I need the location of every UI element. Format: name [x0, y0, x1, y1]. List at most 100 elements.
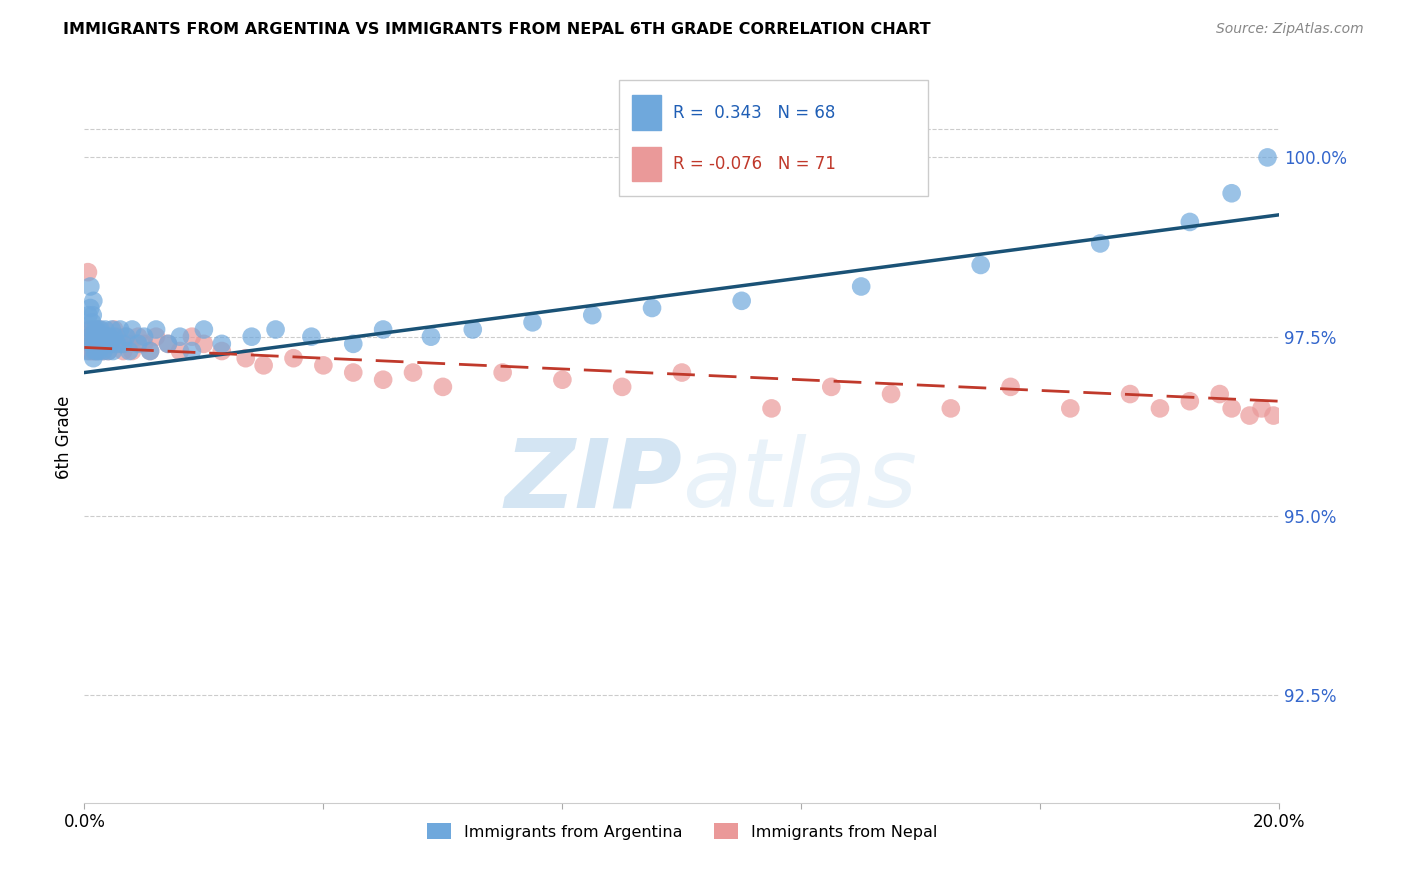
- Point: [110, 336, 132, 351]
- Point: [105, 336, 128, 351]
- Point: [612, 380, 634, 394]
- Text: ZIP: ZIP: [503, 434, 682, 527]
- Point: [82, 315, 104, 329]
- Point: [1059, 401, 1081, 416]
- Bar: [631, 95, 661, 129]
- Point: [77, 322, 100, 336]
- Point: [1178, 215, 1201, 229]
- Point: [115, 329, 138, 343]
- Point: [1149, 401, 1171, 416]
- Point: [98, 329, 121, 343]
- Point: [193, 322, 215, 336]
- Point: [820, 380, 842, 394]
- Point: [551, 373, 574, 387]
- Point: [1220, 401, 1243, 416]
- Point: [93, 344, 115, 359]
- Text: Source: ZipAtlas.com: Source: ZipAtlas.com: [1216, 22, 1364, 37]
- Point: [731, 293, 754, 308]
- Point: [76, 344, 98, 359]
- Point: [1250, 401, 1272, 416]
- Point: [80, 322, 103, 336]
- Point: [80, 329, 103, 343]
- Point: [82, 329, 104, 343]
- Point: [86, 344, 108, 359]
- Point: [145, 322, 167, 336]
- Point: [84, 336, 107, 351]
- Point: [581, 308, 603, 322]
- Point: [157, 336, 180, 351]
- Point: [86, 344, 108, 359]
- Point: [211, 344, 233, 359]
- Point: [103, 329, 125, 343]
- Point: [90, 329, 112, 343]
- Point: [83, 336, 105, 351]
- Point: [169, 329, 191, 343]
- Y-axis label: 6th Grade: 6th Grade: [55, 395, 73, 479]
- Point: [1000, 380, 1022, 394]
- Point: [1178, 394, 1201, 409]
- Point: [96, 336, 118, 351]
- Point: [91, 344, 114, 359]
- Point: [80, 344, 103, 359]
- Point: [101, 344, 124, 359]
- Point: [77, 265, 100, 279]
- Point: [82, 336, 104, 351]
- Point: [880, 387, 903, 401]
- Point: [1209, 387, 1232, 401]
- Point: [105, 329, 128, 343]
- Point: [84, 322, 107, 336]
- Point: [97, 344, 120, 359]
- Point: [90, 329, 112, 343]
- Point: [851, 279, 873, 293]
- Point: [86, 329, 108, 343]
- Point: [402, 366, 425, 380]
- Point: [84, 329, 107, 343]
- Point: [121, 344, 143, 359]
- Point: [79, 279, 101, 293]
- Point: [83, 344, 105, 359]
- Text: R = -0.076   N = 71: R = -0.076 N = 71: [673, 155, 835, 173]
- Point: [82, 351, 104, 366]
- Point: [139, 344, 162, 359]
- Point: [86, 329, 108, 343]
- Point: [342, 336, 364, 351]
- Text: R =  0.343   N = 68: R = 0.343 N = 68: [673, 103, 835, 121]
- Point: [169, 344, 191, 359]
- Point: [100, 336, 122, 351]
- Point: [89, 336, 111, 351]
- Point: [342, 366, 364, 380]
- Point: [132, 336, 156, 351]
- Point: [373, 373, 395, 387]
- Point: [101, 322, 124, 336]
- Point: [373, 322, 395, 336]
- Point: [101, 336, 124, 351]
- Point: [93, 336, 115, 351]
- Point: [157, 336, 180, 351]
- Point: [96, 329, 118, 343]
- Point: [87, 329, 110, 343]
- Point: [253, 359, 276, 373]
- Point: [97, 344, 120, 359]
- Point: [96, 336, 118, 351]
- Point: [115, 329, 138, 343]
- Point: [89, 344, 111, 359]
- Point: [1220, 186, 1243, 201]
- Point: [939, 401, 962, 416]
- Point: [240, 329, 263, 343]
- Point: [91, 336, 114, 351]
- Point: [98, 329, 121, 343]
- Point: [83, 344, 105, 359]
- Point: [86, 322, 108, 336]
- Point: [235, 351, 257, 366]
- Point: [89, 336, 111, 351]
- Point: [82, 322, 104, 336]
- Point: [970, 258, 993, 272]
- Point: [127, 336, 149, 351]
- Point: [1090, 236, 1112, 251]
- Text: atlas: atlas: [682, 434, 917, 527]
- Point: [211, 336, 233, 351]
- Text: IMMIGRANTS FROM ARGENTINA VS IMMIGRANTS FROM NEPAL 6TH GRADE CORRELATION CHART: IMMIGRANTS FROM ARGENTINA VS IMMIGRANTS …: [63, 22, 931, 37]
- Point: [1263, 409, 1285, 423]
- Point: [86, 322, 108, 336]
- Point: [79, 301, 101, 315]
